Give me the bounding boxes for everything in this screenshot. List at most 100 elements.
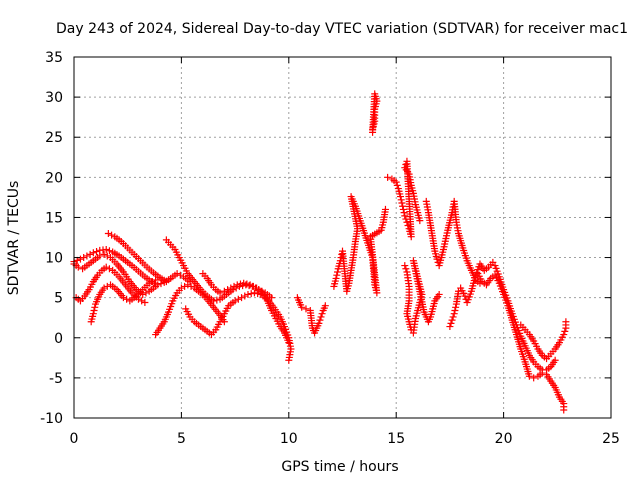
data-point bbox=[210, 297, 218, 305]
data-point bbox=[138, 297, 146, 305]
data-point bbox=[285, 339, 293, 347]
data-point bbox=[241, 292, 249, 300]
data-point bbox=[227, 284, 235, 292]
data-point bbox=[447, 319, 455, 327]
data-point bbox=[230, 282, 238, 290]
data-point bbox=[332, 274, 340, 282]
data-point bbox=[216, 289, 224, 297]
data-point bbox=[333, 268, 341, 276]
data-point bbox=[369, 128, 377, 136]
data-point bbox=[396, 193, 404, 201]
y-tick-label: 0 bbox=[54, 331, 63, 347]
y-tick-label: -5 bbox=[49, 371, 63, 387]
data-point bbox=[240, 279, 248, 287]
data-point bbox=[103, 252, 111, 260]
data-point bbox=[152, 282, 160, 290]
x-tick-label: 15 bbox=[387, 431, 405, 447]
y-tick-label: 10 bbox=[45, 251, 63, 267]
data-point bbox=[244, 290, 252, 298]
grid-lines bbox=[74, 57, 611, 418]
data-point bbox=[302, 305, 310, 313]
data-point bbox=[187, 282, 195, 290]
data-point bbox=[100, 250, 108, 258]
data-point bbox=[449, 313, 457, 321]
data-point bbox=[90, 307, 98, 315]
data-point bbox=[119, 294, 127, 302]
data-point bbox=[401, 262, 409, 270]
data-point bbox=[538, 369, 546, 377]
x-tick-label: 0 bbox=[70, 431, 79, 447]
data-point bbox=[181, 282, 189, 290]
data-point bbox=[157, 280, 165, 288]
data-point bbox=[401, 212, 409, 220]
data-point bbox=[231, 297, 239, 305]
y-tick-label: 15 bbox=[45, 210, 63, 226]
data-point bbox=[102, 263, 110, 271]
data-point bbox=[316, 316, 324, 324]
x-tick-label: 20 bbox=[495, 431, 513, 447]
data-point bbox=[236, 280, 244, 288]
data-point bbox=[398, 199, 406, 207]
data-point bbox=[560, 331, 568, 339]
data-points bbox=[70, 90, 570, 414]
data-point bbox=[381, 205, 389, 213]
data-point bbox=[96, 252, 104, 260]
data-point bbox=[83, 252, 91, 260]
y-tick-label: 25 bbox=[45, 130, 63, 146]
data-point bbox=[234, 295, 242, 303]
data-point bbox=[243, 280, 251, 288]
data-point bbox=[105, 247, 113, 255]
data-point bbox=[173, 270, 181, 278]
data-point bbox=[461, 292, 469, 300]
data-point bbox=[102, 246, 110, 254]
y-axis-title: SDTVAR / TECUs bbox=[6, 181, 22, 296]
data-point bbox=[177, 284, 185, 292]
y-tick-label: 20 bbox=[45, 170, 63, 186]
data-point bbox=[530, 374, 538, 382]
data-point bbox=[416, 217, 424, 225]
data-point bbox=[452, 303, 460, 311]
data-point bbox=[397, 196, 405, 204]
data-point bbox=[433, 255, 441, 263]
y-tick-label: 5 bbox=[54, 291, 63, 307]
data-point bbox=[399, 202, 407, 210]
data-point bbox=[104, 229, 112, 237]
x-axis-title: GPS time / hours bbox=[281, 459, 398, 475]
data-point bbox=[448, 316, 456, 324]
data-point bbox=[435, 290, 443, 298]
data-point bbox=[91, 303, 99, 311]
data-point bbox=[213, 296, 221, 304]
data-point bbox=[141, 298, 149, 306]
data-point bbox=[393, 181, 401, 189]
data-point bbox=[100, 284, 108, 292]
data-point bbox=[315, 319, 323, 327]
axes: 0 5 10 15 20 25 -10 -5 0 5 10 15 20 25 30 35 bbox=[40, 50, 620, 447]
data-point bbox=[560, 406, 568, 414]
data-point bbox=[402, 265, 410, 273]
data-point bbox=[89, 249, 97, 257]
data-point bbox=[561, 327, 569, 335]
data-point bbox=[249, 282, 257, 290]
data-point bbox=[86, 250, 94, 258]
data-point bbox=[451, 307, 459, 315]
data-point bbox=[551, 356, 559, 364]
data-point bbox=[105, 265, 113, 273]
data-point bbox=[162, 278, 170, 286]
data-point bbox=[384, 173, 392, 181]
data-point bbox=[399, 205, 407, 213]
data-point bbox=[89, 310, 97, 318]
data-point bbox=[446, 323, 454, 331]
chart-title: Day 243 of 2024, Sidereal Day-to-day VTE… bbox=[56, 21, 628, 37]
data-point bbox=[142, 289, 150, 297]
data-point bbox=[321, 302, 329, 310]
data-point bbox=[176, 271, 184, 279]
data-point bbox=[298, 303, 306, 311]
data-point bbox=[450, 310, 458, 318]
data-point bbox=[139, 290, 147, 298]
x-tick-label: 25 bbox=[602, 431, 620, 447]
data-point bbox=[220, 287, 228, 295]
data-point bbox=[238, 294, 246, 302]
data-point bbox=[152, 276, 160, 284]
y-tick-label: 30 bbox=[45, 90, 63, 106]
